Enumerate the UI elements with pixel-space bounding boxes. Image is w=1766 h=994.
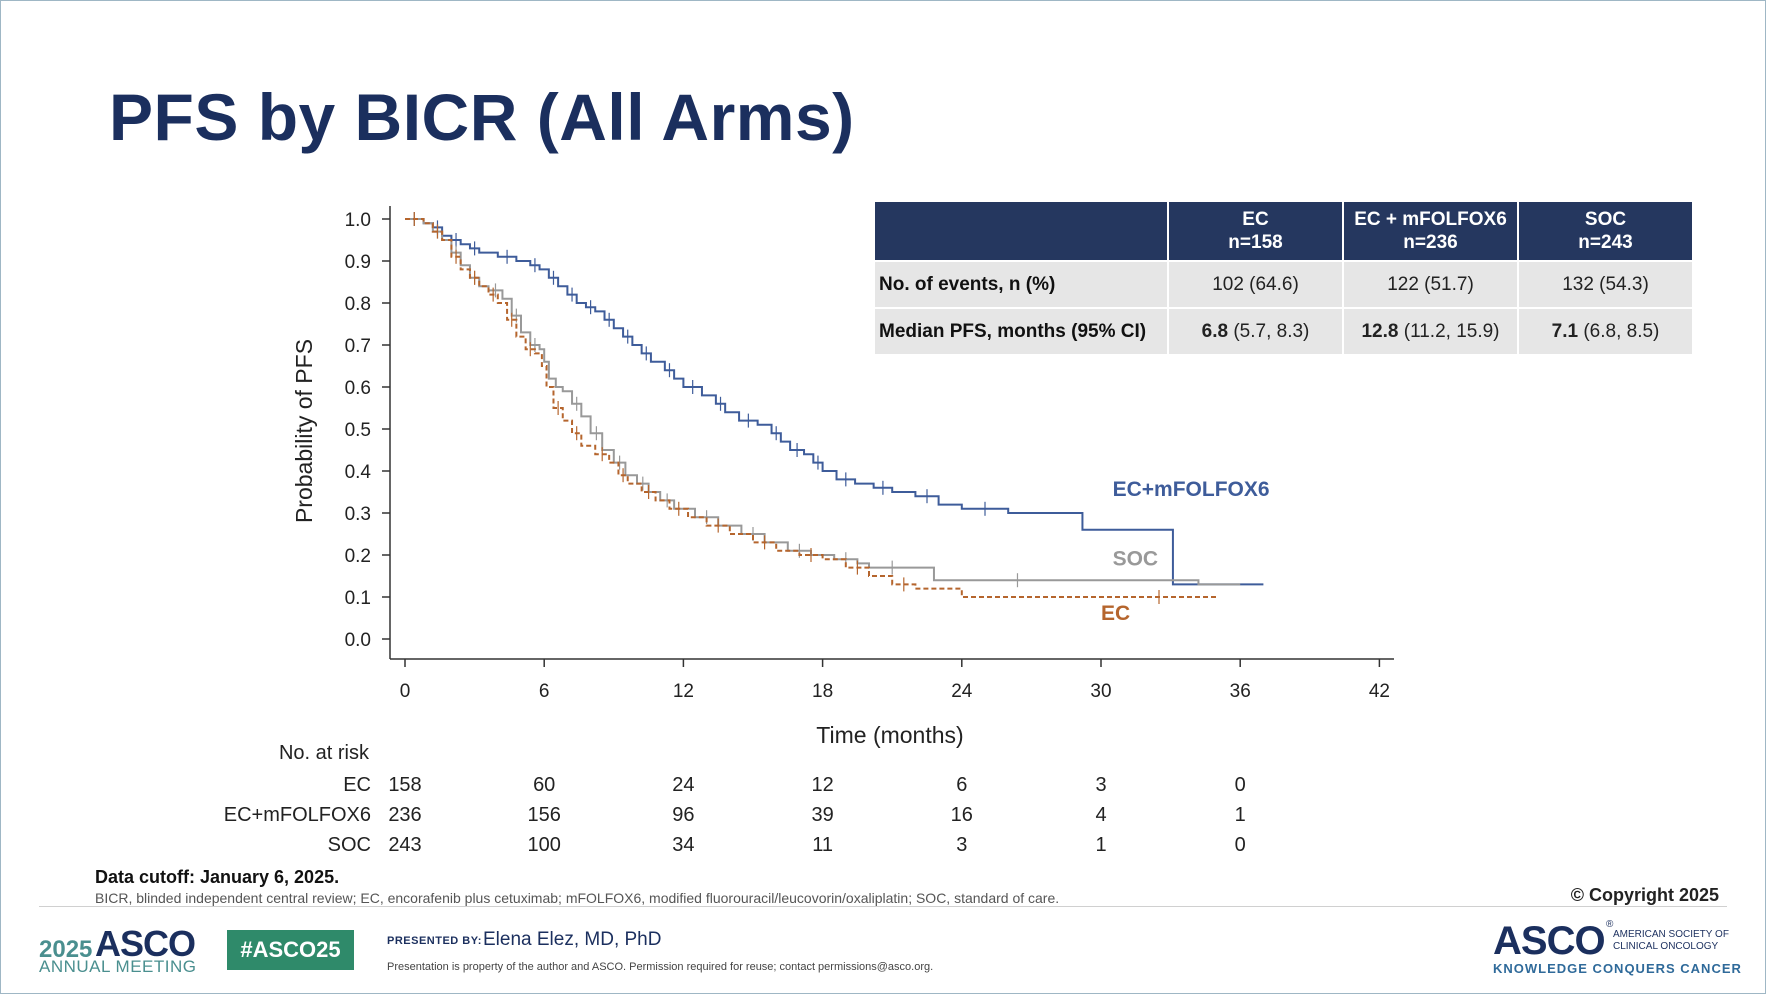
summary-table: EC n=158 EC + mFOLFOX6 n=236 SOC n=243 No. …	[875, 202, 1694, 354]
presenter-name: Elena Elez, MD, PhD	[483, 929, 662, 950]
risk-row-label: EC	[343, 774, 371, 796]
risk-value: 156	[528, 804, 561, 826]
km-curve-soc	[405, 218, 1241, 586]
y-tick-label: 0.1	[345, 588, 371, 609]
chart-axes: 0.0 0.1 0.2 0.3 0.4 0.5 0.6 0.7 0.8 0.9 1.0 0 6 12 18 2…	[291, 206, 1394, 748]
asco-logo-org: AMERICAN SOCIETY OF CLINICAL ONCOLOGY	[1613, 929, 1729, 952]
risk-value: 1	[1095, 834, 1106, 856]
risk-row-label: SOC	[328, 834, 371, 856]
risk-value: 3	[956, 834, 967, 856]
x-tick-label: 0	[400, 681, 411, 702]
row-label: No. of events, n (%)	[875, 260, 1169, 308]
table-header-ec-mfolfox6: EC + mFOLFOX6 n=236	[1343, 202, 1519, 261]
table-cell: 122 (51.7)	[1343, 260, 1519, 308]
registered-mark: ®	[1606, 919, 1614, 930]
risk-value: 16	[951, 804, 973, 826]
meeting-year: 2025	[39, 936, 93, 963]
y-axis-label: Probability of PFS	[291, 339, 317, 523]
y-tick-label: 0.2	[345, 546, 371, 567]
presented-by-label: PRESENTED BY:	[387, 935, 482, 947]
y-tick-label: 0.3	[345, 504, 371, 525]
row-label: Median PFS, months (95% CI)	[875, 307, 1169, 354]
table-header-empty	[875, 202, 1169, 261]
copyright: © Copyright 2025	[1570, 885, 1719, 905]
x-tick-label: 12	[673, 681, 694, 702]
risk-value: 12	[811, 774, 833, 796]
risk-row-label: EC+mFOLFOX6	[224, 804, 371, 826]
risk-value: 60	[533, 774, 555, 796]
table-cell: 132 (54.3)	[1518, 260, 1694, 308]
table-cell: 6.8 (5.7, 8.3)	[1168, 307, 1344, 354]
series-label: EC+mFOLFOX6	[1113, 478, 1270, 501]
y-tick-label: 0.6	[345, 378, 371, 399]
x-tick-label: 24	[951, 681, 973, 702]
y-tick-label: 0.0	[345, 630, 371, 651]
footer-divider	[39, 906, 1727, 907]
x-tick-label: 36	[1230, 681, 1251, 702]
y-tick-label: 1.0	[345, 210, 371, 231]
risk-value: 11	[812, 834, 833, 856]
risk-value: 34	[672, 834, 694, 856]
risk-value: 158	[388, 774, 421, 796]
hashtag-badge: #ASCO25	[227, 930, 354, 970]
x-tick-label: 6	[539, 681, 550, 702]
risk-table: No. at risk EC 158 60 24 12 6 3 0 EC+mFOLFOX6 236 1…	[224, 742, 1246, 856]
x-tick-label: 30	[1090, 681, 1111, 702]
y-tick-label: 0.8	[345, 294, 371, 315]
data-cutoff: Data cutoff: January 6, 2025.	[95, 867, 340, 887]
y-tick-label: 0.4	[345, 462, 372, 483]
risk-value: 39	[811, 804, 833, 826]
risk-value: 3	[1095, 774, 1106, 796]
table-cell: 12.8 (11.2, 15.9)	[1343, 307, 1519, 354]
risk-value: 0	[1235, 774, 1246, 796]
asco-tagline: KNOWLEDGE CONQUERS CANCER	[1493, 961, 1742, 976]
y-tick-label: 0.5	[345, 420, 371, 441]
table-cell: 7.1 (6.8, 8.5)	[1518, 307, 1694, 354]
risk-value: 100	[528, 834, 561, 856]
meeting-org: ASCO	[95, 923, 196, 964]
risk-value: 236	[388, 804, 421, 826]
risk-value: 1	[1235, 804, 1246, 826]
x-tick-label: 18	[812, 681, 833, 702]
risk-value: 0	[1235, 834, 1246, 856]
risk-value: 243	[388, 834, 421, 856]
table-header-ec: EC n=158	[1168, 202, 1344, 261]
x-tick-label: 42	[1369, 681, 1390, 702]
risk-value: 6	[956, 774, 967, 796]
table-row: Median PFS, months (95% CI) 6.8 (5.7, 8.…	[875, 307, 1694, 354]
asco-logo: ASCO	[1493, 919, 1606, 963]
table-header-soc: SOC n=243	[1518, 202, 1694, 261]
table-row: No. of events, n (%) 102 (64.6) 122 (51.…	[875, 260, 1694, 308]
risk-table-title: No. at risk	[279, 742, 370, 764]
risk-value: 96	[672, 804, 694, 826]
property-note: Presentation is property of the author a…	[387, 961, 934, 973]
x-axis-label: Time (months)	[816, 722, 963, 748]
series-label: EC	[1101, 602, 1130, 625]
chart-curves: EC+mFOLFOX6 SOC EC	[405, 212, 1270, 625]
risk-value: 24	[672, 774, 694, 796]
series-label: SOC	[1113, 548, 1159, 571]
meeting-name: ANNUAL MEETING	[39, 957, 197, 976]
y-tick-label: 0.7	[345, 336, 371, 357]
abbreviations: BICR, blinded independent central review…	[95, 890, 1060, 906]
slide-title: PFS by BICR (All Arms)	[109, 80, 855, 154]
risk-value: 4	[1095, 804, 1106, 826]
y-tick-label: 0.9	[345, 252, 371, 273]
table-cell: 102 (64.6)	[1168, 260, 1344, 308]
